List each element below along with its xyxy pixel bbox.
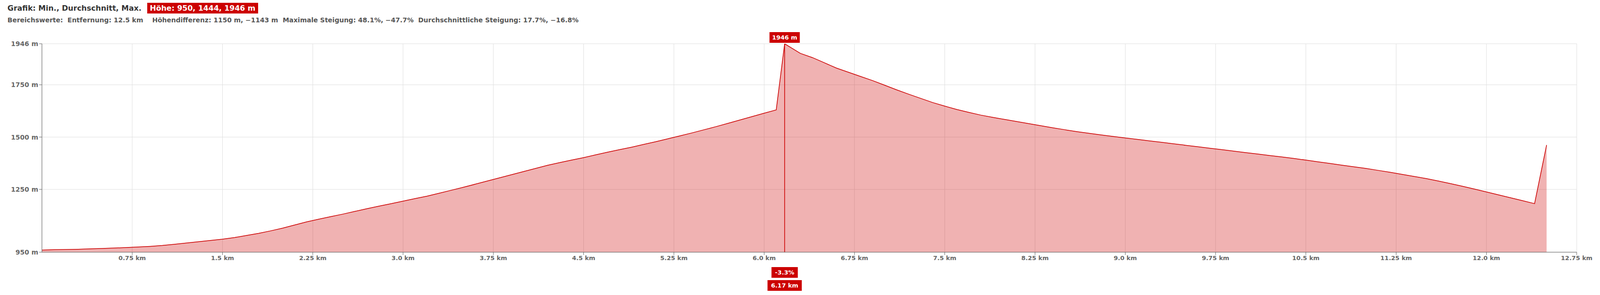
svg-text:9.75 km: 9.75 km	[1202, 254, 1230, 262]
svg-text:6.17 km: 6.17 km	[771, 282, 799, 290]
svg-text:-3.3%: -3.3%	[774, 269, 794, 277]
svg-text:10.5 km: 10.5 km	[1292, 254, 1320, 262]
svg-text:1.5 km: 1.5 km	[211, 254, 235, 262]
svg-text:1946 m: 1946 m	[11, 40, 39, 48]
svg-text:11.25 km: 11.25 km	[1380, 254, 1413, 262]
svg-text:6.75 km: 6.75 km	[840, 254, 869, 262]
svg-text:4.5 km: 4.5 km	[572, 254, 596, 262]
svg-text:12.0 km: 12.0 km	[1472, 254, 1501, 262]
svg-text:2.25 km: 2.25 km	[299, 254, 327, 262]
svg-text:12.75 km: 12.75 km	[1560, 254, 1593, 262]
svg-text:0.75 km: 0.75 km	[118, 254, 146, 262]
html-text:Höhe: 950, 1444, 1946 m: Höhe: 950, 1444, 1946 m	[149, 3, 256, 13]
svg-text:1750 m: 1750 m	[11, 81, 39, 89]
svg-text:1500 m: 1500 m	[11, 133, 39, 142]
svg-text:7.5 km: 7.5 km	[933, 254, 957, 262]
svg-text:9.0 km: 9.0 km	[1113, 254, 1137, 262]
svg-text:8.25 km: 8.25 km	[1021, 254, 1049, 262]
html-text:Bereichswerte: Entfernung: 12.: Bereichswerte: Entfernung: 12.5 km Höhen…	[7, 16, 579, 24]
svg-text:1946 m: 1946 m	[772, 34, 798, 42]
html-text:Grafik: Min., Durchschnitt, Ma: Grafik: Min., Durchschnitt, Max.	[7, 3, 142, 13]
svg-text:3.75 km: 3.75 km	[479, 254, 507, 262]
svg-text:950 m: 950 m	[15, 248, 39, 257]
svg-text:6.0 km: 6.0 km	[752, 254, 776, 262]
svg-text:3.0 km: 3.0 km	[391, 254, 415, 262]
svg-text:5.25 km: 5.25 km	[660, 254, 688, 262]
svg-text:1250 m: 1250 m	[11, 185, 39, 194]
